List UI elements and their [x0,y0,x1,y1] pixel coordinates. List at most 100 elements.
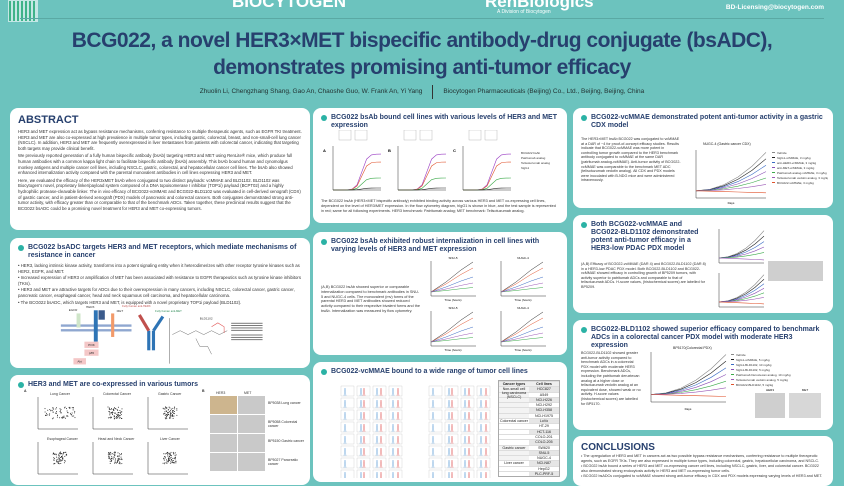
scatter-point [164,417,166,419]
scatter-point [170,412,172,414]
scatter-point [170,417,172,419]
histogram [340,421,355,433]
scatter-point [119,463,121,465]
scatter-point [110,416,112,418]
abstract-paragraph: We previously reported generation of a f… [18,153,293,176]
crc-panel: BCG022-BLD1102 showed superior efficacy … [573,320,833,430]
scatter-point [119,455,121,457]
anti-her3-label: Fully human anti-HER3 [122,304,151,308]
axis [37,442,78,475]
legend-label: Patritumab analog [521,156,546,160]
scatter-point [62,458,64,460]
scatter-point [172,457,174,459]
scatter-point [64,406,66,408]
abstract-paragraph: Here, we evaluated the efficacy of the H… [18,177,301,211]
scatter-point [169,453,171,455]
histogram [372,385,387,397]
axis [92,442,133,475]
cancer-type [499,451,529,455]
scatter-point [176,409,178,411]
scatter-point [167,412,169,414]
scatter-point [164,408,166,410]
scatter-point [49,410,51,412]
scatter-point [55,408,57,410]
histogram [444,421,459,433]
scatter-point [170,409,172,411]
scatter-point [174,408,176,410]
plot-title: Lung Cancer [50,392,71,396]
scatter-point [117,412,119,414]
targets-heading: BCG022 bsADC targets HER3 and MET recept… [18,244,302,260]
scatter-point [116,409,118,411]
scatter-point [56,416,58,418]
scatter-point [162,407,164,409]
scatter-point [63,415,65,417]
scatter-point [168,452,170,454]
scatter-point [114,412,116,414]
scatter-point [109,462,111,464]
abstract-body: HER3 and MET expression act as bypass re… [18,129,302,211]
scatter-point [115,461,117,463]
scatter-point [121,408,123,410]
cancer-type [499,408,529,412]
bullet-dot-icon [321,369,327,375]
scatter-point [113,415,115,417]
scatter-point [165,416,167,418]
contact-email[interactable]: BD-Licensing@biocytogen.com [725,4,824,11]
pdac-panel: Both BCG022-vcMMAE and BCG022-BLD1102 de… [573,215,833,313]
scatter-point [172,411,174,413]
scatter-point [171,459,173,461]
binding-curve [397,161,447,191]
scatter-point [111,456,113,458]
ihc-image [238,453,265,471]
binding-curve [397,187,447,191]
histogram [419,130,433,141]
chart-title: SNU-5 [448,306,457,310]
wide-heading: BCG022-vcMMAE bound to a wide range of t… [321,368,559,376]
scatter-point [112,458,114,460]
qr-code[interactable] [8,0,38,22]
scatter-point [64,459,66,461]
scatter-point [169,456,171,458]
ihc-col-label: MET [244,391,252,395]
axis [397,146,446,191]
scatter-point [53,408,55,410]
scatter-point [166,418,168,420]
scatter-point [170,461,172,463]
scatter-point [65,408,67,410]
scatter-point [163,458,165,460]
binding-curve [332,187,382,191]
scatter-point [169,415,171,417]
crc-text: BCG022-BLD1102 showed greater anti-tumor… [581,351,641,406]
ihc-image [210,434,237,452]
scatter-point [64,417,66,419]
scatter-point [120,411,122,413]
internalization-line [430,332,474,343]
table-row: PLC-PRF-5 [499,471,559,477]
binding-curve [332,153,382,191]
scatter-point [120,454,122,456]
histogram [460,385,475,397]
legend-label: hIgG1 [521,166,530,170]
growth-curve [695,184,767,192]
scatter-point [167,461,169,463]
axis [650,352,726,403]
cell-line: NUGC-4 [529,456,559,461]
ihc-row-label: BP5058 Colorectal cancer [268,420,298,428]
scatter-point [58,463,60,465]
cancer-type: Gastric cancer [502,445,526,450]
scatter-point [61,417,63,419]
scatter-point [64,455,66,457]
scatter-point [44,411,46,413]
scatter-point [59,410,61,412]
table-row: HT-29 [499,423,559,429]
author-line: Zhuolin Li, Chengzhang Shang, Gao An, Ch… [0,85,844,99]
scatter-point [44,408,46,410]
cancer-type [499,440,529,444]
scatter-point [67,412,69,414]
biocytogen-logo: BIOCYTOGEN [232,0,346,11]
axis [37,397,78,430]
scatter-point [164,456,166,458]
cancer-type [499,398,529,402]
scatter-point [110,454,112,456]
